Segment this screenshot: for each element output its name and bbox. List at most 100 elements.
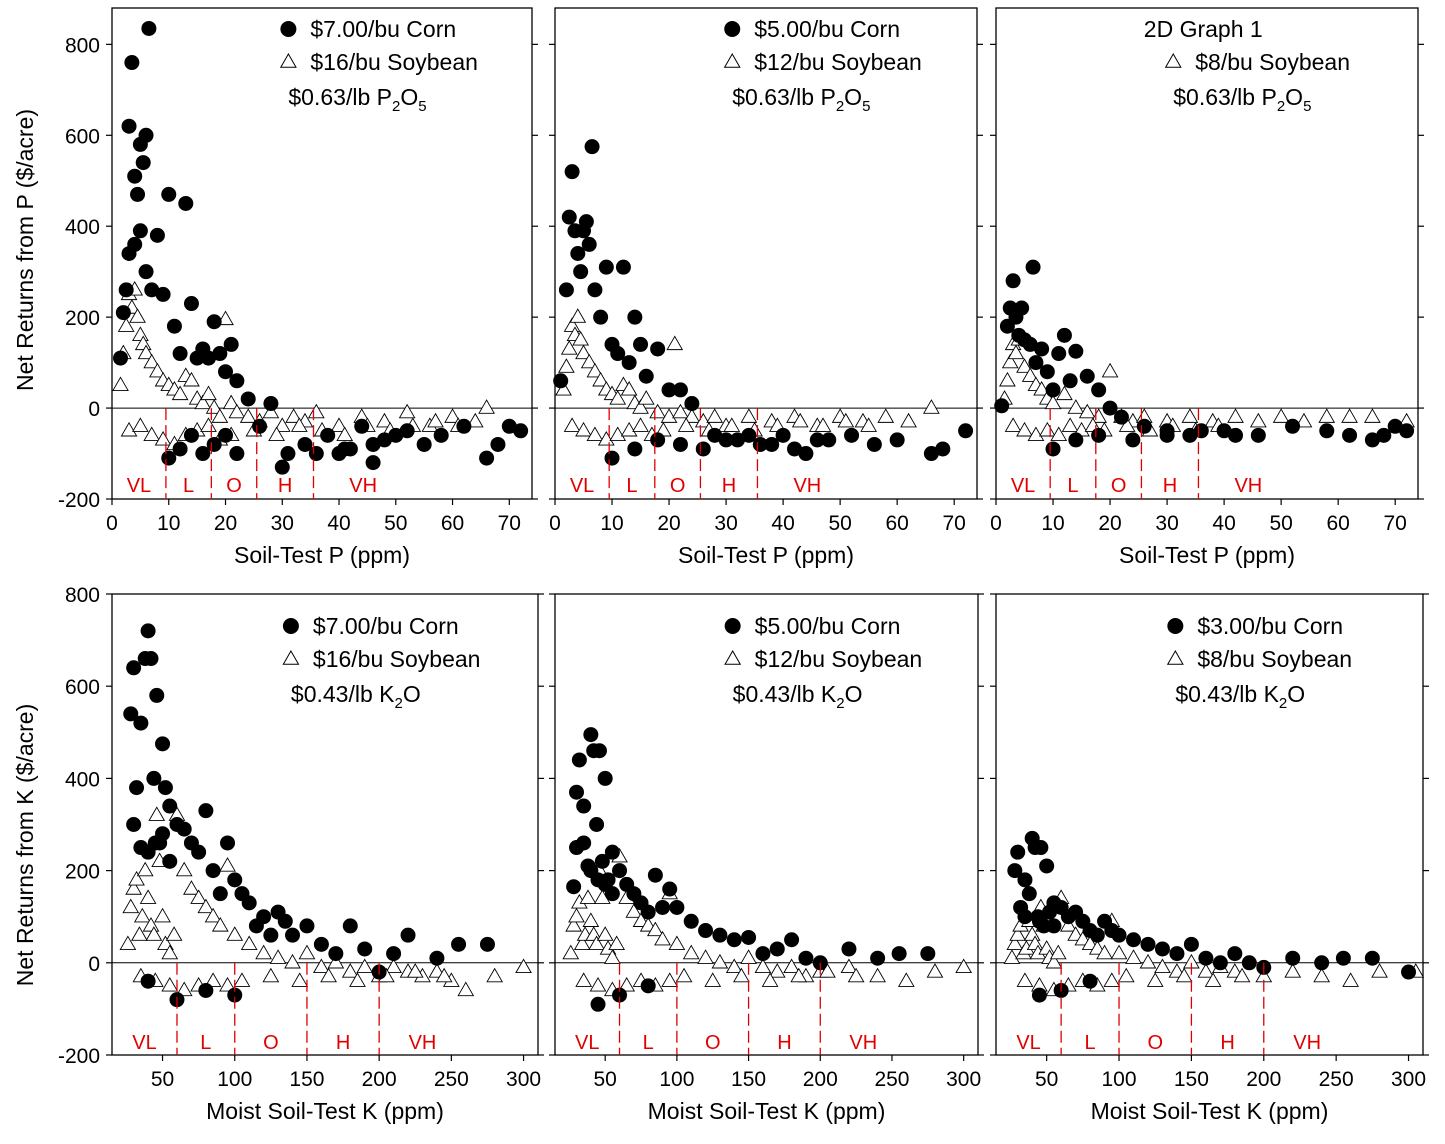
soybean-point <box>1016 421 1033 437</box>
soybean-point <box>588 935 605 951</box>
corn-point <box>784 932 800 948</box>
price-sub-1: 2 <box>392 98 400 115</box>
corn-point <box>280 446 296 462</box>
class-label-h: H <box>336 1032 350 1054</box>
soybean-point <box>1004 417 1022 432</box>
soybean-point <box>999 371 1016 387</box>
corn-point <box>1376 427 1392 443</box>
corn-point <box>1183 936 1199 952</box>
soybean-point <box>632 417 649 432</box>
soybean-point <box>200 417 217 432</box>
soybean-point <box>233 972 251 987</box>
x-tick-label: 70 <box>1384 512 1407 535</box>
price-sub-1: 2 <box>395 695 403 712</box>
x-tick-label: 70 <box>498 512 521 535</box>
x-tick-label: 30 <box>1155 512 1178 535</box>
class-label-vh: VH <box>1234 475 1262 497</box>
soybean-point <box>761 972 779 987</box>
soybean-point <box>269 949 287 964</box>
price-sub-1: 2 <box>836 98 844 115</box>
soybean-point <box>341 963 359 978</box>
corn-point <box>594 853 610 869</box>
soybean-point <box>137 344 155 360</box>
soybean-point <box>1103 972 1121 987</box>
x-tick-label: 150 <box>1174 1068 1209 1091</box>
corn-point <box>456 418 472 434</box>
corn-point <box>650 432 666 448</box>
class-label-h: H <box>1220 1032 1234 1054</box>
corn-point <box>140 973 156 989</box>
soybean-point <box>1117 967 1135 983</box>
corn-point <box>798 950 814 966</box>
soybean-point <box>406 963 424 978</box>
soybean-point <box>262 403 280 419</box>
corn-point <box>126 660 142 676</box>
corn-point <box>1136 418 1152 434</box>
panel-top-middle: 0 10 20 30 40 50 60 70 Soil-Test P (ppm) VL L O H VH $… <box>549 7 983 568</box>
soybean-point <box>585 926 603 941</box>
corn-point <box>578 214 594 230</box>
soybean-point <box>154 907 171 923</box>
x-tick-label: 50 <box>828 512 851 535</box>
corn-point <box>155 736 171 752</box>
corn-point <box>1014 300 1030 316</box>
corn-point <box>787 441 803 457</box>
x-tick-label: 60 <box>441 512 464 535</box>
corn-point <box>1314 955 1330 971</box>
soybean-point <box>1045 953 1063 969</box>
soybean-point <box>290 417 308 432</box>
corn-point <box>589 817 605 832</box>
corn-point <box>655 899 671 915</box>
corn-point <box>1111 927 1127 943</box>
soybean-point <box>204 907 222 923</box>
soybean-point <box>660 408 678 423</box>
corn-point <box>1021 886 1037 902</box>
corn-point <box>1228 427 1244 443</box>
class-label-vl: VL <box>570 475 594 497</box>
class-label-h: H <box>777 1032 791 1054</box>
soybean-point <box>486 967 504 983</box>
corn-point <box>1285 418 1301 434</box>
soybean-point <box>190 889 208 904</box>
corn-point <box>1102 400 1118 416</box>
corn-point <box>994 398 1010 414</box>
soybean-point <box>219 857 236 872</box>
x-tick-label: 300 <box>1391 1068 1426 1091</box>
corn-point <box>1227 946 1243 962</box>
x-tick-label: 0 <box>549 512 561 535</box>
corn-point <box>712 927 728 943</box>
corn-point <box>386 946 402 962</box>
corn-point <box>191 844 207 860</box>
soybean-point <box>1009 926 1027 941</box>
corn-point <box>573 264 589 280</box>
corn-point <box>752 436 768 452</box>
chart-title: 2D Graph 1 <box>1144 16 1263 42</box>
soybean-point <box>205 399 223 414</box>
soybean-point <box>1078 403 1096 419</box>
corn-point <box>144 282 160 298</box>
soybean-point <box>1154 958 1171 974</box>
soybean-point <box>139 889 157 904</box>
corn-point <box>252 418 268 434</box>
x-tick-label: 250 <box>874 1068 909 1091</box>
corn-point <box>1017 872 1033 888</box>
plot-frame <box>554 593 979 1056</box>
soybean-point <box>1033 380 1051 396</box>
soybean-point <box>586 362 604 378</box>
x-tick-label: 100 <box>217 1068 252 1091</box>
legend-corn-label: $5.00/bu Corn <box>754 16 900 42</box>
corn-point <box>129 780 145 796</box>
soybean-point <box>255 944 273 960</box>
soybean-point <box>783 958 800 974</box>
corn-point <box>121 118 137 134</box>
x-tick-label: 0 <box>106 512 118 535</box>
corn-point <box>1169 946 1185 962</box>
corn-point <box>597 770 613 786</box>
corn-point <box>576 835 592 851</box>
class-label-l: L <box>200 1032 211 1054</box>
soybean-point <box>683 408 701 423</box>
corn-point <box>821 432 837 448</box>
corn-point <box>870 950 886 966</box>
corn-point <box>135 155 151 171</box>
corn-point <box>662 881 678 897</box>
